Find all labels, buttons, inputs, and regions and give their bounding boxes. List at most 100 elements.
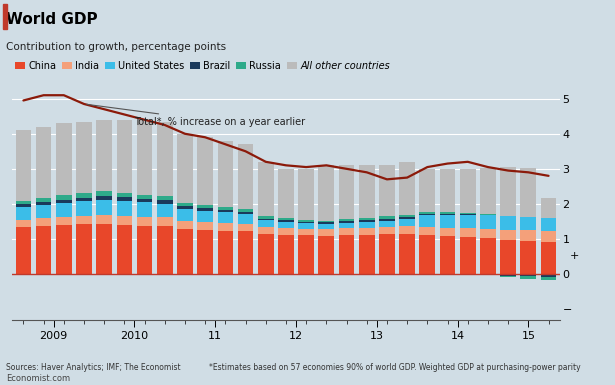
Bar bbox=[218, 231, 233, 274]
Bar bbox=[258, 234, 274, 274]
Bar bbox=[36, 226, 52, 274]
Bar bbox=[238, 214, 253, 224]
Bar bbox=[177, 206, 193, 209]
Bar bbox=[258, 220, 274, 227]
Bar bbox=[116, 120, 132, 192]
Bar bbox=[480, 214, 496, 215]
Bar bbox=[197, 230, 213, 274]
Bar bbox=[36, 127, 52, 198]
Bar bbox=[460, 237, 475, 274]
Bar bbox=[480, 238, 496, 274]
Text: Economist.com: Economist.com bbox=[6, 374, 70, 383]
Text: Contribution to growth, percentage points: Contribution to growth, percentage point… bbox=[6, 42, 226, 52]
Bar bbox=[15, 220, 31, 227]
Bar bbox=[56, 196, 72, 200]
Bar bbox=[541, 242, 557, 274]
Bar bbox=[258, 227, 274, 234]
Bar bbox=[197, 137, 213, 204]
Bar bbox=[319, 165, 334, 221]
Bar bbox=[218, 141, 233, 207]
Bar bbox=[440, 212, 456, 214]
Bar bbox=[419, 215, 435, 228]
Bar bbox=[399, 217, 415, 219]
Bar bbox=[379, 221, 395, 227]
Bar bbox=[541, 231, 557, 242]
Bar bbox=[157, 204, 173, 217]
Bar bbox=[440, 228, 456, 236]
Bar bbox=[520, 276, 536, 278]
Bar bbox=[218, 223, 233, 231]
Bar bbox=[359, 165, 375, 218]
Bar bbox=[97, 191, 112, 196]
Bar bbox=[520, 230, 536, 241]
Bar bbox=[157, 122, 173, 196]
Bar bbox=[379, 216, 395, 219]
Bar bbox=[218, 212, 233, 223]
Bar bbox=[56, 200, 72, 203]
Bar bbox=[480, 229, 496, 238]
Bar bbox=[177, 229, 193, 274]
Bar bbox=[76, 224, 92, 274]
Bar bbox=[419, 212, 435, 214]
Bar bbox=[116, 216, 132, 225]
Bar bbox=[36, 218, 52, 226]
Bar bbox=[520, 217, 536, 230]
Bar bbox=[137, 226, 153, 274]
Bar bbox=[319, 236, 334, 274]
Bar bbox=[440, 236, 456, 274]
Bar bbox=[15, 208, 31, 220]
Bar bbox=[379, 234, 395, 274]
Bar bbox=[137, 217, 153, 226]
Bar bbox=[399, 162, 415, 215]
Bar bbox=[399, 234, 415, 274]
Bar bbox=[116, 201, 132, 216]
Bar bbox=[399, 226, 415, 234]
Bar bbox=[419, 169, 435, 212]
Bar bbox=[76, 198, 92, 201]
Bar bbox=[541, 274, 557, 277]
Bar bbox=[500, 274, 516, 276]
Bar bbox=[15, 130, 31, 201]
Bar bbox=[541, 198, 557, 218]
Bar bbox=[278, 235, 294, 274]
Bar bbox=[56, 217, 72, 225]
Legend: China, India, United States, Brazil, Russia, All other countries: China, India, United States, Brazil, Rus… bbox=[11, 57, 394, 75]
Bar bbox=[97, 120, 112, 191]
Bar bbox=[520, 274, 536, 276]
Bar bbox=[359, 222, 375, 228]
Bar bbox=[460, 215, 475, 228]
Bar bbox=[258, 216, 274, 219]
Bar bbox=[76, 216, 92, 224]
Bar bbox=[157, 217, 173, 226]
Bar bbox=[238, 144, 253, 209]
Bar bbox=[278, 220, 294, 222]
Bar bbox=[197, 222, 213, 230]
Bar bbox=[319, 229, 334, 236]
Bar bbox=[419, 228, 435, 235]
Bar bbox=[278, 222, 294, 228]
Bar bbox=[278, 228, 294, 235]
Text: Total*, % increase on a year earlier: Total*, % increase on a year earlier bbox=[87, 104, 306, 127]
Bar bbox=[298, 223, 314, 229]
Bar bbox=[137, 199, 153, 203]
Bar bbox=[197, 211, 213, 222]
Bar bbox=[379, 165, 395, 216]
Bar bbox=[197, 208, 213, 211]
Bar bbox=[76, 193, 92, 198]
Bar bbox=[218, 207, 233, 210]
Bar bbox=[15, 204, 31, 208]
Bar bbox=[480, 215, 496, 229]
Bar bbox=[238, 231, 253, 274]
Bar bbox=[76, 201, 92, 216]
Bar bbox=[137, 195, 153, 199]
Bar bbox=[379, 219, 395, 221]
Bar bbox=[500, 230, 516, 239]
Bar bbox=[298, 235, 314, 274]
Bar bbox=[238, 209, 253, 212]
Bar bbox=[541, 218, 557, 231]
Bar bbox=[319, 221, 334, 223]
Bar bbox=[238, 212, 253, 214]
Bar bbox=[97, 224, 112, 274]
Bar bbox=[379, 227, 395, 234]
Bar bbox=[359, 228, 375, 235]
